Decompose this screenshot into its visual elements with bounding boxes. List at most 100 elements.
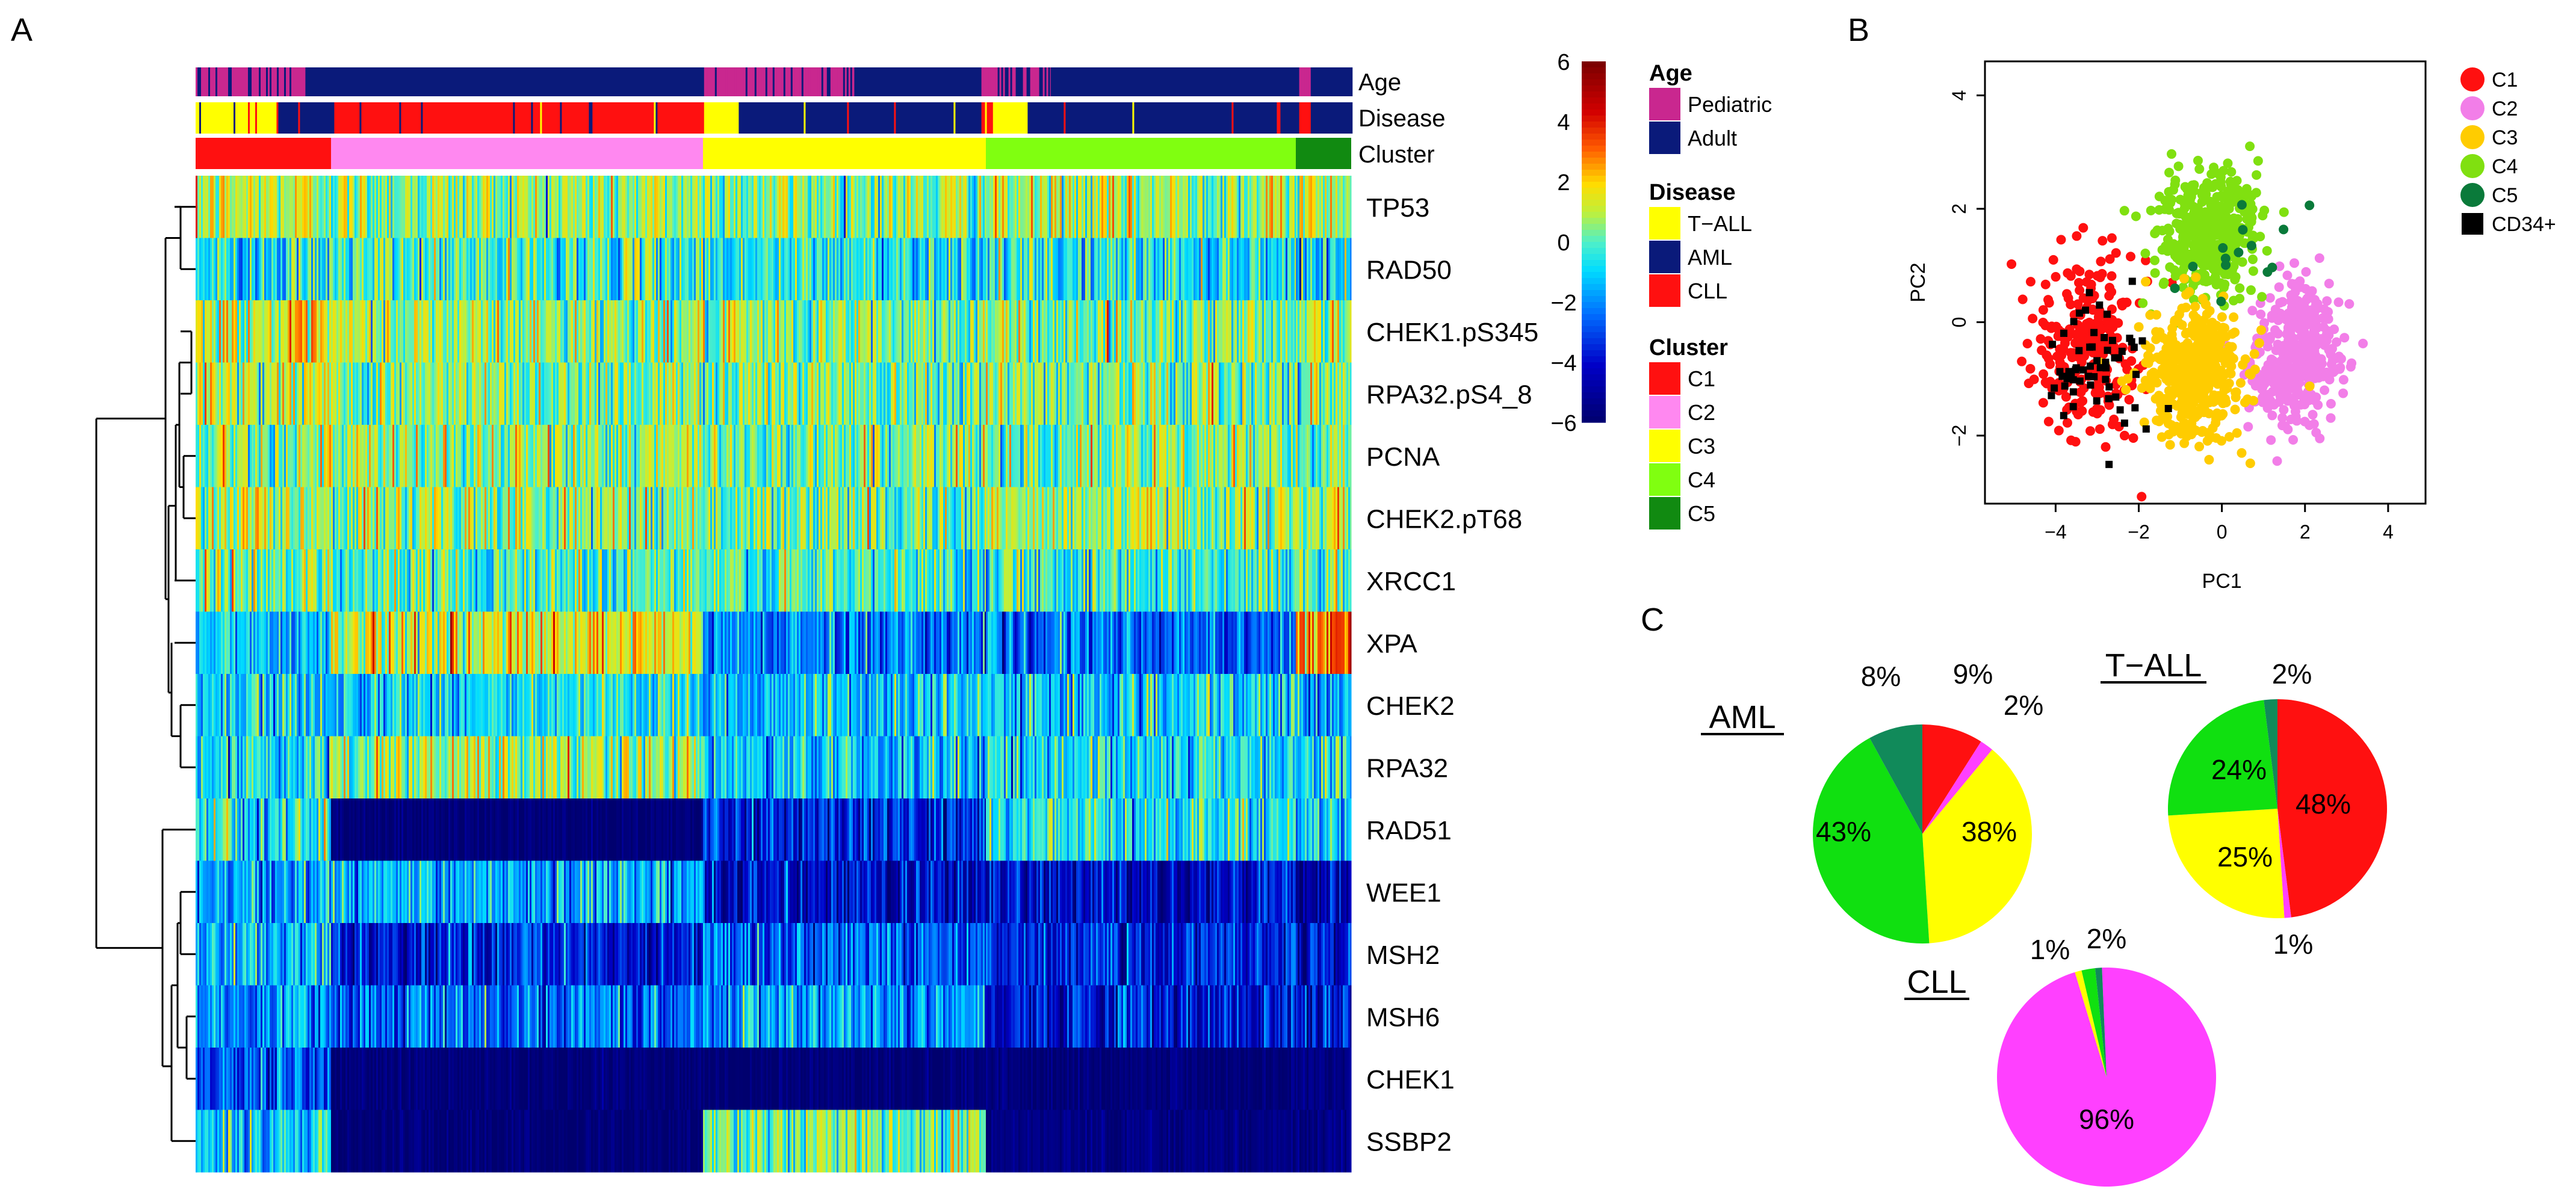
- heat-cell: [479, 487, 481, 550]
- heat-cell: [544, 487, 546, 550]
- heat-cell: [949, 425, 951, 487]
- heat-cell: [429, 300, 431, 363]
- heat-cell: [631, 487, 633, 550]
- disease-bar-cell: [959, 102, 961, 134]
- heat-cell: [1222, 362, 1225, 425]
- heat-cell: [578, 425, 581, 487]
- disease-bar-cell: [1302, 102, 1305, 134]
- heat-cell: [326, 300, 328, 363]
- heat-cell: [447, 487, 449, 550]
- heat-cell: [519, 362, 521, 425]
- heat-cell: [241, 362, 243, 425]
- age-bar-cell: [1023, 67, 1026, 96]
- disease-bar-cell: [923, 102, 925, 134]
- heat-cell: [645, 487, 648, 550]
- heat-cell: [1337, 362, 1340, 425]
- disease-bar-cell: [1269, 102, 1272, 134]
- heat-cell: [1168, 176, 1171, 238]
- age-bar-cell: [713, 67, 716, 96]
- heat-cell: [1298, 425, 1300, 487]
- heat-cell: [333, 487, 335, 550]
- heat-cell: [636, 238, 639, 301]
- heat-cell: [454, 425, 456, 487]
- heat-cell: [450, 176, 453, 238]
- heat-cell: [690, 300, 693, 363]
- heat-cell: [280, 176, 283, 238]
- heat-cell: [320, 425, 323, 487]
- heat-cell: [479, 238, 481, 301]
- heat-cell: [490, 176, 492, 238]
- heat-cell: [504, 300, 507, 363]
- heat-cell: [1065, 176, 1068, 238]
- heat-cell: [1074, 238, 1077, 301]
- heat-cell: [764, 487, 767, 550]
- disease-bar-cell: [751, 102, 754, 134]
- heat-cell: [463, 300, 465, 363]
- heat-cell: [376, 176, 379, 238]
- heat-cell: [909, 362, 911, 425]
- age-bar-cell: [950, 67, 952, 96]
- age-bar-cell: [527, 67, 530, 96]
- heat-cell: [1314, 362, 1316, 425]
- disease-bar-cell: [1016, 102, 1019, 134]
- heat-cell: [772, 300, 774, 363]
- disease-bar-cell: [223, 102, 225, 134]
- heat-cell: [950, 487, 953, 550]
- heat-cell: [860, 362, 862, 425]
- heat-cell: [690, 487, 693, 550]
- heat-cell: [696, 238, 698, 301]
- heat-cell: [615, 487, 617, 550]
- heat-cell: [1239, 176, 1241, 238]
- heat-cell: [835, 425, 837, 487]
- heat-cell: [898, 362, 900, 425]
- heat-cell: [902, 425, 904, 487]
- heat-cell: [793, 300, 796, 363]
- age-bar-cell: [1028, 67, 1031, 96]
- heat-cell: [356, 238, 359, 301]
- heat-cell: [443, 362, 445, 425]
- disease-bar-cell: [1101, 102, 1104, 134]
- heat-cell: [929, 176, 931, 238]
- heat-cell: [282, 425, 285, 487]
- heat-cell: [912, 300, 915, 363]
- heat-cell: [429, 238, 431, 301]
- heat-cell: [842, 487, 844, 550]
- heat-cell: [683, 487, 686, 550]
- disease-bar-cell: [1051, 102, 1053, 134]
- heat-cell: [891, 238, 893, 301]
- disease-bar-cell: [1212, 102, 1214, 134]
- disease-bar-cell: [699, 102, 701, 134]
- heat-cell: [963, 176, 965, 238]
- heat-cell: [490, 425, 492, 487]
- heat-cell: [954, 362, 956, 425]
- heat-cell: [768, 487, 770, 550]
- heat-cell: [835, 487, 837, 550]
- age-bar-cell: [228, 67, 231, 96]
- heat-cell: [934, 425, 937, 487]
- heat-cell: [770, 362, 772, 425]
- heat-cell: [847, 238, 850, 301]
- heat-cell: [596, 238, 599, 301]
- heat-cell: [934, 176, 937, 238]
- heat-cell: [1074, 362, 1077, 425]
- heat-cell: [548, 362, 550, 425]
- age-bar-cell: [578, 67, 580, 96]
- age-bar-cell: [608, 67, 611, 96]
- heat-cell: [295, 300, 297, 363]
- heat-cell: [698, 300, 700, 363]
- heat-cell: [568, 176, 570, 238]
- heat-cell: [911, 487, 913, 550]
- heat-cell: [210, 238, 212, 301]
- heat-cell: [1168, 362, 1171, 425]
- disease-bar-cell: [1339, 102, 1342, 134]
- heat-cell: [1271, 238, 1274, 301]
- heat-cell: [1319, 176, 1322, 238]
- heat-cell: [918, 238, 920, 301]
- heat-cell: [201, 300, 203, 363]
- heat-cell: [885, 487, 888, 550]
- heat-cell: [562, 176, 565, 238]
- disease-bar-cell: [1204, 102, 1207, 134]
- heat-cell: [1222, 176, 1225, 238]
- heat-cell: [331, 487, 333, 550]
- heat-cell: [1317, 176, 1320, 238]
